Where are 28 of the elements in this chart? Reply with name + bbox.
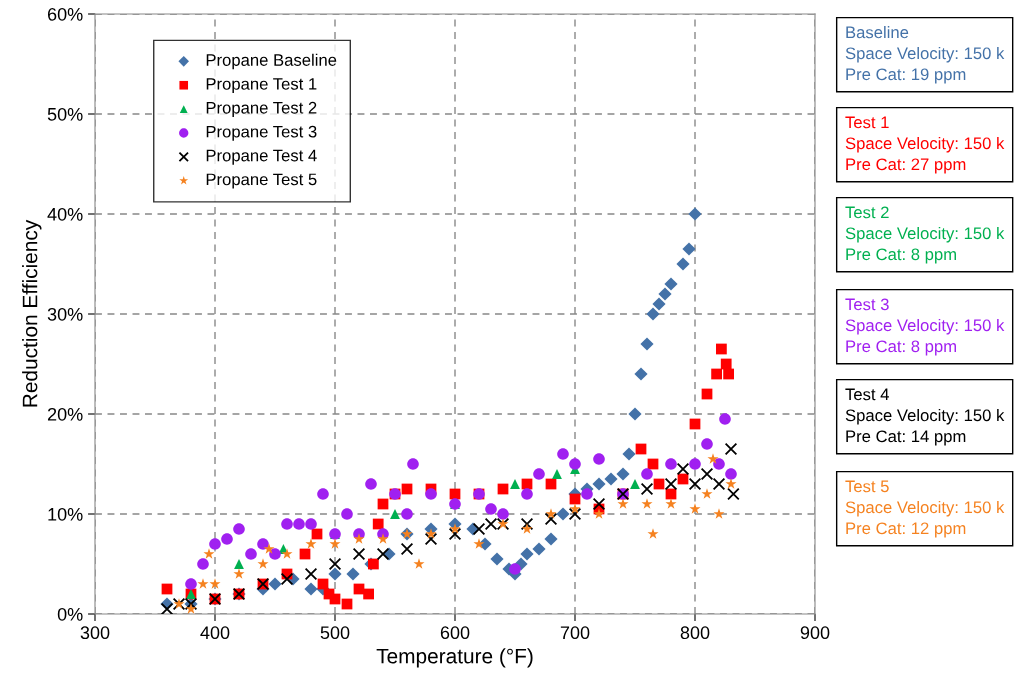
- legend-label: Propane Test 5: [206, 173, 317, 189]
- text: Test 3 Space Velocity: 150 k Pre Cat: 8 ppm: [845, 298, 1005, 356]
- legend-label: Propane Baseline: [206, 53, 337, 70]
- legend-label: Propane Test 3: [206, 125, 317, 141]
- x-tick-label: 900: [800, 626, 830, 640]
- text: Test 2 Space Velocity: 150 k Pre Cat: 8 ppm: [845, 206, 1005, 264]
- x-tick-label: 700: [560, 626, 590, 640]
- y-tick-label: 30%: [47, 307, 83, 321]
- legend-label: Propane Test 4: [206, 149, 317, 165]
- y-tick-label: 50%: [47, 107, 83, 121]
- x-tick-label: 800: [680, 626, 710, 640]
- x-tick-label: 300: [80, 626, 110, 640]
- y-tick-label: 20%: [47, 407, 83, 421]
- text: Test 5 Space Velocity: 150 k Pre Cat: 12 ppm: [845, 480, 1005, 538]
- text: Baseline Space Velocity: 150 k Pre Cat: 19 ppm: [845, 26, 1005, 84]
- y-axis-title: Reduction Efficiency: [22, 219, 42, 407]
- x-tick-label: 600: [440, 626, 470, 640]
- y-tick-label: 0%: [57, 607, 83, 621]
- y-tick-label: 10%: [48, 507, 83, 521]
- x-axis-title: Temperature (°F): [376, 648, 533, 668]
- y-tick-label: 40%: [47, 207, 83, 221]
- x-tick-label: 500: [320, 626, 350, 640]
- text: Test 4 Space Velocity: 150 k Pre Cat: 14 ppm: [845, 388, 1005, 446]
- legend-label: Propane Test 1: [206, 78, 317, 94]
- text: Test 1 Space Velocity: 150 k Pre Cat: 27 ppm: [845, 116, 1005, 174]
- legend-label: Propane Test 2: [206, 101, 317, 117]
- x-tick-label: 400: [200, 626, 230, 640]
- y-tick-label: 60%: [47, 7, 83, 21]
